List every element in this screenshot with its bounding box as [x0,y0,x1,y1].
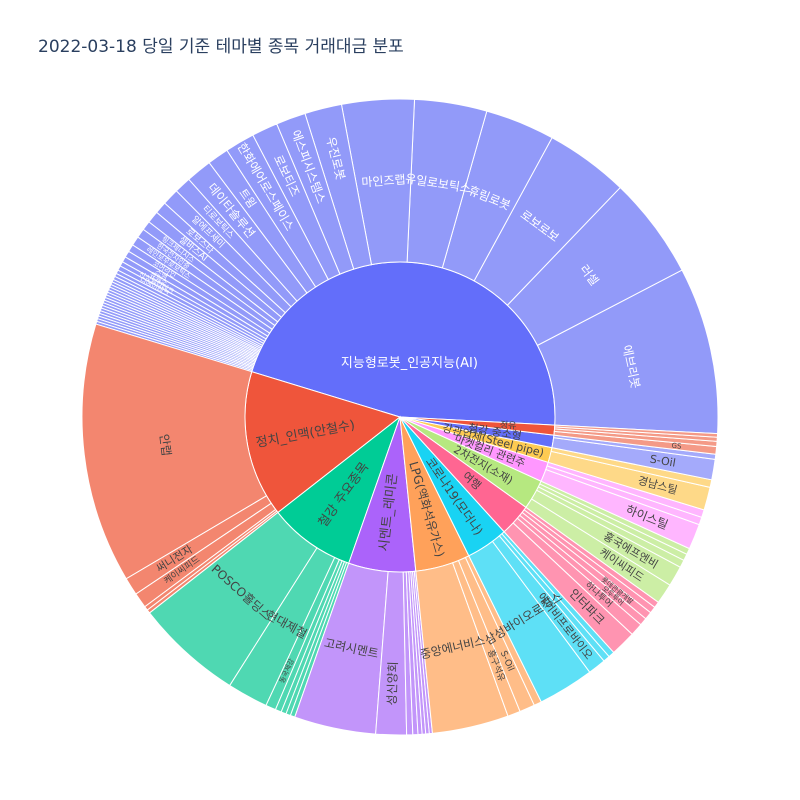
theme-ring [245,262,555,572]
stock-label: GS [671,442,682,451]
theme-label: 정유 [499,420,516,432]
stock-label: 성신양회 [385,661,400,706]
stock-label: 안랩 [157,433,174,457]
theme-label: 지능형로봇_인공지능(AI) [341,356,478,371]
